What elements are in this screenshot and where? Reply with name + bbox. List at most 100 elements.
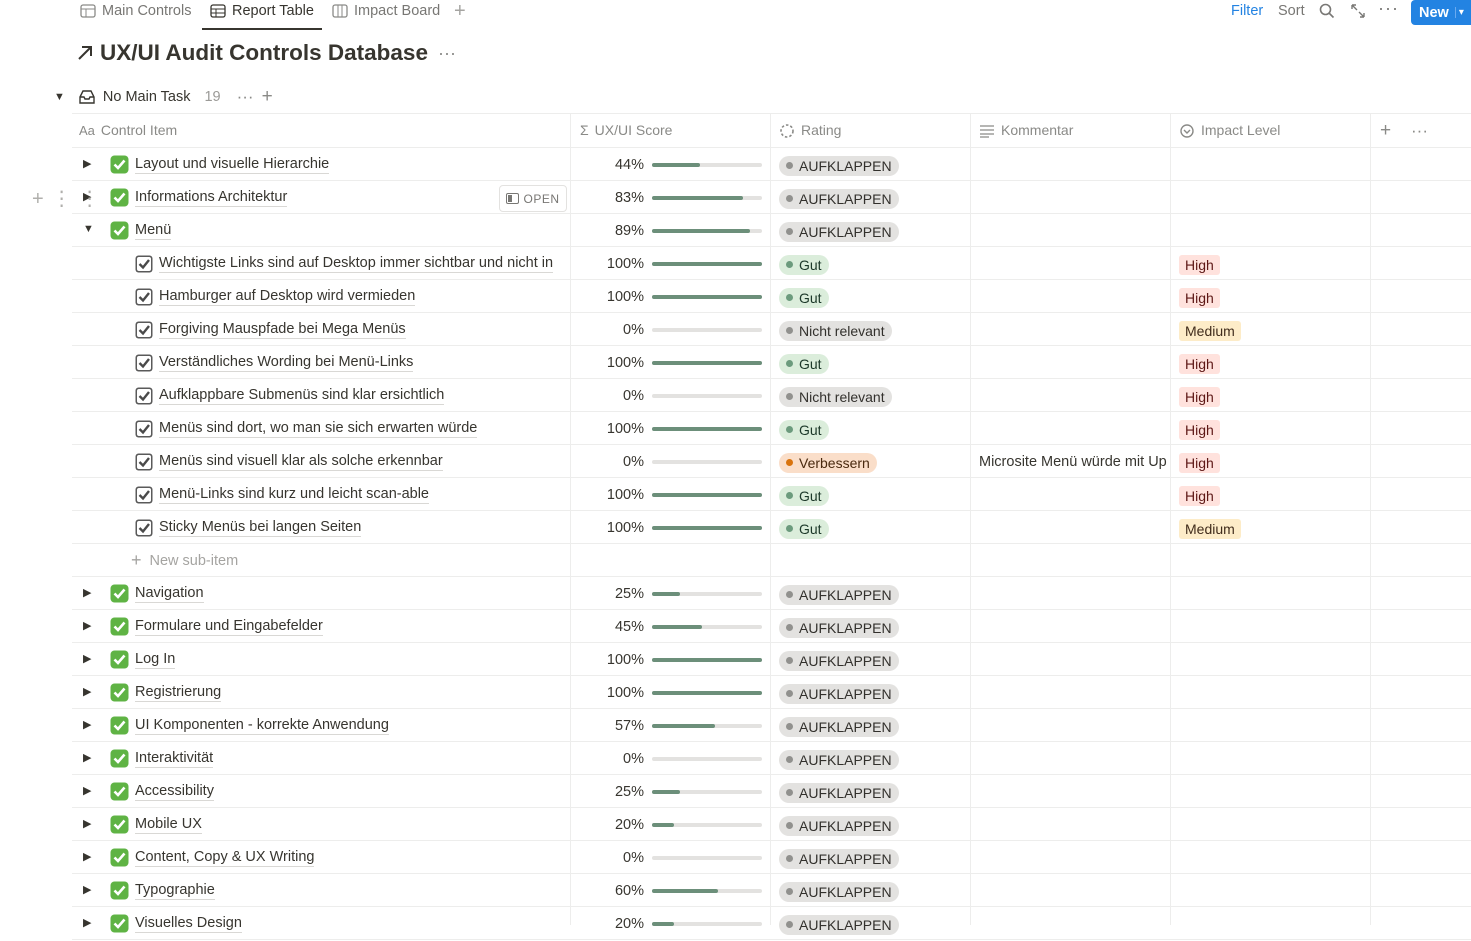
- rating-cell: AUFKLAPPEN: [779, 743, 969, 776]
- score-track: [652, 625, 762, 629]
- item-title[interactable]: Typographie: [135, 882, 215, 900]
- group-more[interactable]: ···: [236, 87, 254, 106]
- row-toggle[interactable]: ▶: [83, 752, 92, 764]
- new-sub-item[interactable]: + New sub-item: [131, 544, 431, 577]
- more-icon[interactable]: ···: [1378, 0, 1399, 18]
- item-cell: Content, Copy & UX Writing: [110, 841, 490, 874]
- row-border: [72, 477, 1471, 478]
- item-title[interactable]: Log In: [135, 651, 176, 669]
- item-title[interactable]: Formulare und Eingabefelder: [135, 618, 323, 636]
- column-header[interactable]: Aa Control Item: [79, 114, 177, 147]
- row-toggle[interactable]: ▶: [83, 917, 92, 929]
- column-divider: [1170, 114, 1171, 925]
- row-toggle[interactable]: ▶: [83, 158, 92, 170]
- add-view[interactable]: +: [454, 0, 466, 22]
- item-title[interactable]: Menüs sind dort, wo man sie sich erwarte…: [159, 420, 478, 438]
- rating-cell: AUFKLAPPEN: [779, 809, 969, 842]
- item-title[interactable]: Menü: [135, 222, 172, 240]
- row-border: [72, 774, 1471, 775]
- add-column[interactable]: +: [1380, 120, 1392, 141]
- rating-pill: AUFKLAPPEN: [779, 617, 899, 638]
- column-header[interactable]: Rating: [779, 114, 841, 147]
- score-label: 100%: [606, 651, 644, 668]
- item-title[interactable]: Sticky Menüs bei langen Seiten: [159, 519, 362, 537]
- column-label: Control Item: [100, 122, 178, 138]
- title-more[interactable]: ···: [437, 42, 456, 63]
- rating-label: Nicht relevant: [799, 322, 885, 339]
- score-label: 25%: [614, 585, 644, 602]
- expand-icon[interactable]: [1350, 3, 1366, 19]
- impact-cell: High: [1179, 248, 1369, 281]
- item-title[interactable]: Forgiving Mauspfade bei Mega Menüs: [159, 321, 406, 339]
- open-button[interactable]: OPEN: [499, 185, 567, 212]
- row-toggle[interactable]: ▶: [83, 818, 92, 830]
- item-cell: Registrierung: [110, 676, 490, 709]
- rating-label: AUFKLAPPEN: [799, 751, 892, 768]
- tab[interactable]: Main Controls: [80, 0, 191, 30]
- rating-pill: AUFKLAPPEN: [779, 716, 899, 737]
- rating-dot: [786, 888, 793, 895]
- rating-label: AUFKLAPPEN: [799, 586, 892, 603]
- row-toggle[interactable]: ▶: [83, 191, 92, 203]
- score-bar: [652, 922, 674, 926]
- group-toggle[interactable]: ▼: [54, 91, 65, 103]
- column-header[interactable]: Σ UX/UI Score: [580, 114, 672, 147]
- rating-dot: [786, 789, 793, 796]
- score-bar: [652, 262, 762, 266]
- new-label: New: [1419, 4, 1449, 21]
- done-icon: [110, 815, 129, 834]
- score-label: 83%: [614, 189, 644, 206]
- tab[interactable]: Impact Board: [332, 0, 440, 30]
- item-title[interactable]: Interaktivität: [135, 750, 214, 768]
- score-bar: [652, 625, 702, 629]
- sort-button[interactable]: Sort: [1278, 3, 1305, 19]
- item-title[interactable]: Layout und visuelle Hierarchie: [135, 156, 330, 174]
- filter-button[interactable]: Filter: [1231, 3, 1264, 19]
- column-header[interactable]: Kommentar: [979, 114, 1073, 147]
- score-track: [652, 493, 762, 497]
- item-title[interactable]: Wichtigste Links sind auf Desktop immer …: [159, 255, 554, 273]
- score-bar: [652, 361, 762, 365]
- checkbox-icon: [135, 354, 153, 371]
- row-toggle[interactable]: ▶: [83, 884, 92, 896]
- title-text: UX/UI Audit Controls Database: [100, 40, 428, 65]
- item-title[interactable]: Menü-Links sind kurz und leicht scan-abl…: [159, 486, 429, 504]
- rating-label: AUFKLAPPEN: [799, 652, 892, 669]
- item-title[interactable]: Accessibility: [135, 783, 214, 801]
- sigma-icon: Σ: [580, 122, 589, 138]
- column-header[interactable]: Impact Level: [1179, 114, 1280, 147]
- item-title[interactable]: Hamburger auf Desktop wird vermieden: [159, 288, 416, 306]
- row-toggle[interactable]: ▶: [83, 587, 92, 599]
- item-title[interactable]: Registrierung: [135, 684, 222, 702]
- drag-handle[interactable]: +⋮⋮: [32, 188, 108, 210]
- row-toggle[interactable]: ▶: [83, 785, 92, 797]
- score-bar: [652, 724, 715, 728]
- done-icon: [110, 848, 129, 867]
- row-border: [72, 246, 1471, 247]
- item-title[interactable]: Informations Architektur: [135, 189, 288, 207]
- item-title[interactable]: Content, Copy & UX Writing: [135, 849, 315, 867]
- row-toggle[interactable]: ▶: [83, 686, 92, 698]
- new-button[interactable]: New ▾: [1411, 0, 1471, 25]
- item-title[interactable]: Navigation: [135, 585, 204, 603]
- row-toggle[interactable]: ▶: [83, 851, 92, 863]
- item-title[interactable]: Visuelles Design: [135, 915, 242, 933]
- item-title[interactable]: Aufklappbare Submenüs sind klar ersichtl…: [159, 387, 445, 405]
- plus-icon: +: [131, 550, 142, 570]
- row-toggle[interactable]: ▼: [83, 223, 94, 235]
- item-title[interactable]: UI Komponenten - korrekte Anwendung: [135, 717, 389, 735]
- search-icon[interactable]: [1319, 3, 1335, 19]
- tab-active[interactable]: Report Table: [202, 0, 322, 30]
- item-title[interactable]: Verständliches Wording bei Menü-Links: [159, 354, 414, 372]
- row-toggle[interactable]: ▶: [83, 620, 92, 632]
- group-add[interactable]: +: [261, 86, 273, 107]
- new-dropdown[interactable]: ▾: [1454, 7, 1464, 18]
- column-more[interactable]: ···: [1411, 121, 1428, 140]
- item-title[interactable]: Menüs sind visuell klar als solche erken…: [159, 453, 443, 471]
- column-label: UX/UI Score: [594, 122, 673, 138]
- row-border: [72, 906, 1471, 907]
- column-label: Impact Level: [1201, 122, 1281, 138]
- item-title[interactable]: Mobile UX: [135, 816, 202, 834]
- row-toggle[interactable]: ▶: [83, 719, 92, 731]
- row-toggle[interactable]: ▶: [83, 653, 92, 665]
